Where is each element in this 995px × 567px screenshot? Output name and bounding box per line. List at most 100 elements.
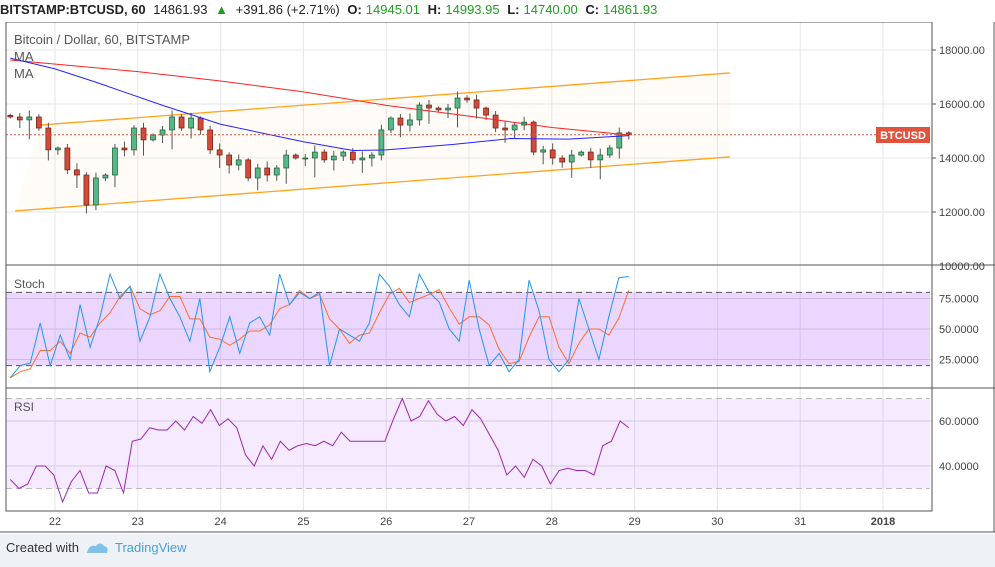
price-axis-label: 14000.00: [939, 153, 985, 165]
candle-up: [340, 151, 347, 157]
candle-down: [45, 127, 52, 151]
rsi-axis-label: 60.0000: [939, 416, 979, 428]
tradingview-link[interactable]: TradingView: [114, 540, 187, 555]
close-label: C:: [585, 2, 600, 17]
stoch-band: [6, 292, 930, 366]
ma-legend: MA: [14, 66, 34, 81]
candle-down: [587, 151, 594, 161]
chart-canvas[interactable]: Bitcoin / Dollar, 60, BITSTAMP MA MA Sto…: [0, 22, 995, 534]
candle-down: [16, 116, 23, 121]
created-with-text: Created with: [6, 540, 79, 555]
candle-up: [407, 119, 413, 126]
plot-frame: [5, 22, 933, 512]
candle-down: [464, 97, 470, 101]
price-axis-label: 12000.00: [939, 207, 985, 219]
date-axis-label: 2018: [871, 516, 895, 528]
channel-upper-line: [40, 72, 730, 126]
date-axis-label: 22: [49, 516, 61, 528]
stoch-legend: Stoch: [14, 277, 45, 291]
close-value: 14861.93: [603, 2, 658, 17]
stoch-axis-label: 25.0000: [939, 355, 979, 367]
symbol-header: BITSTAMP:BTCUSD, 60 14861.93 ▲ +391.86 (…: [0, 0, 995, 22]
candle-down: [492, 114, 499, 129]
date-axis-label: 29: [628, 516, 640, 528]
candle-up: [102, 174, 109, 179]
candle-down: [245, 159, 252, 179]
date-axis-label: 25: [297, 516, 309, 528]
candle-down: [530, 121, 537, 153]
open-label: O:: [347, 2, 362, 17]
rsi-band: [6, 398, 930, 489]
candle-up: [311, 151, 318, 159]
date-axis-label: 27: [463, 516, 475, 528]
candle-up: [388, 117, 394, 131]
candle-up: [26, 116, 33, 121]
candle-down: [559, 157, 566, 163]
stoch-axis-label: 75.0000: [939, 294, 979, 306]
candle-up: [283, 154, 290, 169]
candle-down: [502, 127, 508, 131]
candle-down: [74, 169, 80, 176]
candle-down: [321, 151, 328, 161]
last-price: 14861.93: [153, 2, 208, 17]
open-value: 14945.01: [365, 2, 421, 17]
candle-up: [273, 167, 280, 176]
candle-up: [454, 97, 461, 109]
date-axis-label: 26: [380, 516, 392, 528]
candle-down: [207, 129, 213, 151]
date-axis-label: 28: [546, 516, 558, 528]
candle-down: [264, 167, 271, 176]
candle-up: [578, 151, 585, 156]
tradingview-logo-icon[interactable]: [85, 541, 109, 555]
candle-down: [216, 149, 223, 156]
candle-up: [112, 147, 118, 176]
candle-up: [150, 134, 156, 141]
candle-up: [597, 154, 604, 161]
date-axis-label: 23: [132, 516, 144, 528]
candle-up: [330, 155, 337, 161]
candle-up: [235, 159, 242, 166]
price-label: BTCUSD: [880, 130, 926, 142]
candle-down: [140, 127, 147, 141]
up-arrow-icon: ▲: [215, 2, 229, 17]
candle-down: [197, 117, 204, 131]
stoch-axis-label: 50.0000: [939, 324, 979, 336]
date-axis-label: 30: [711, 516, 723, 528]
candle-up: [511, 124, 518, 131]
candle-down: [226, 154, 232, 166]
rsi-axis-label: 40.0000: [939, 461, 979, 473]
candle-down: [549, 149, 556, 159]
candle-up: [93, 177, 99, 206]
candle-down: [350, 151, 356, 161]
ma-legend: MA: [14, 49, 34, 64]
candle-up: [359, 157, 366, 161]
candle-down: [178, 116, 185, 129]
candle-up: [378, 129, 385, 156]
date-axis-label: 24: [214, 516, 226, 528]
candle-up: [254, 167, 261, 179]
price-axis-label: 10000.00: [939, 261, 985, 273]
candle-up: [55, 147, 61, 151]
low-value: 14740.00: [523, 2, 578, 17]
candle-up: [369, 154, 375, 159]
candle-down: [483, 107, 489, 116]
ma-fast-line: [10, 57, 629, 151]
candle-up: [540, 149, 547, 153]
channel-fill: [15, 72, 730, 211]
rsi-legend: RSI: [14, 400, 34, 414]
candle-up: [302, 157, 309, 160]
price-label-badge: [876, 127, 930, 143]
high-label: H:: [427, 2, 442, 17]
candle-down: [292, 154, 299, 159]
candle-up: [188, 117, 194, 129]
price-axis-label: 18000.00: [939, 45, 985, 57]
candle-up: [445, 107, 451, 111]
candle-up: [568, 154, 575, 163]
candle-up: [606, 147, 613, 156]
candle-down: [7, 114, 14, 118]
price-change: +391.86 (+2.71%): [235, 2, 340, 17]
low-label: L:: [507, 2, 520, 17]
price-axis-label: 16000.00: [939, 99, 985, 111]
candle-down: [435, 107, 442, 111]
footer: Created with TradingView: [6, 540, 187, 555]
